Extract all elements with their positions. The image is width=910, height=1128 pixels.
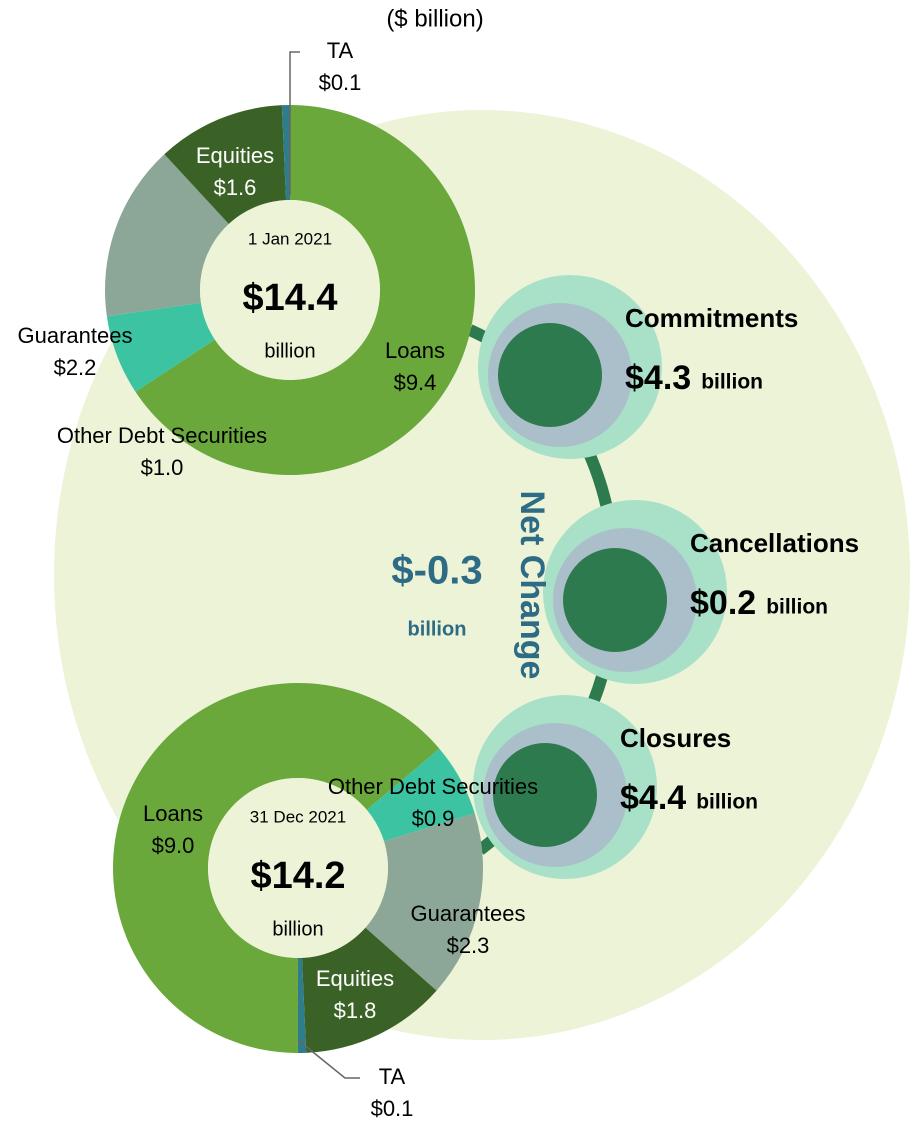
donut-segment [297,957,307,1053]
flow-name: Cancellations [690,528,859,558]
donut-segment [164,105,287,224]
flow-name: Closures [620,723,731,753]
donut-segment [301,927,437,1053]
segment-value: $2.3 [447,933,490,958]
flow-marker [498,323,602,427]
donut-hole [208,778,388,958]
segment-label: Guarantees [411,901,526,926]
donut-hole [200,200,380,380]
segment-label: Equities [196,143,274,168]
donut-segment [365,813,483,991]
flow-value: $4.4 [620,779,686,817]
flow-unit: billion [701,371,763,394]
donut-segment [113,683,440,1053]
segment-value: $1.0 [141,455,184,480]
donut-unit: billion [264,340,315,362]
segment-value: $2.2 [54,355,97,380]
leader-line [297,1039,360,1079]
donut-date: 31 Dec 2021 [250,807,346,826]
donut-segment [105,154,229,317]
segment-value: $1.6 [214,175,257,200]
donut-date: 1 Jan 2021 [248,229,332,248]
segment-label: Other Debt Securities [328,774,538,799]
donut-unit: billion [272,918,323,940]
leader-line [289,51,300,195]
segment-label: TA [379,1064,406,1089]
flow-unit: billion [696,791,758,814]
segment-label: Loans [385,338,445,363]
segment-value: $1.8 [334,998,377,1023]
donut-segment [135,105,475,475]
donut-segment [366,748,475,842]
segment-label: Guarantees [18,323,133,348]
segment-label: TA [327,38,354,63]
flow-name: Commitments [625,303,798,333]
subtitle: ($ billion) [386,5,483,32]
net-change-title: Net Change [513,491,551,680]
flow-unit: billion [766,596,828,619]
flow-marker [493,743,597,847]
segment-value: $0.1 [319,70,362,95]
flow-marker [563,548,667,652]
segment-label: Other Debt Securities [57,423,267,448]
segment-label: Loans [143,801,203,826]
net-change-value: $-0.3 [391,549,482,593]
net-change-unit: billion [408,618,467,640]
segment-label: Equities [316,966,394,991]
donut-segment [106,302,215,392]
donut-total: $14.2 [250,855,345,897]
segment-value: $9.0 [152,833,195,858]
segment-value: $9.4 [394,370,437,395]
donut-total: $14.4 [242,277,337,319]
segment-value: $0.1 [371,1096,414,1121]
segment-value: $0.9 [412,806,455,831]
flow-value: $4.3 [625,359,691,397]
flow-value: $0.2 [690,584,756,622]
donut-segment [281,105,290,201]
